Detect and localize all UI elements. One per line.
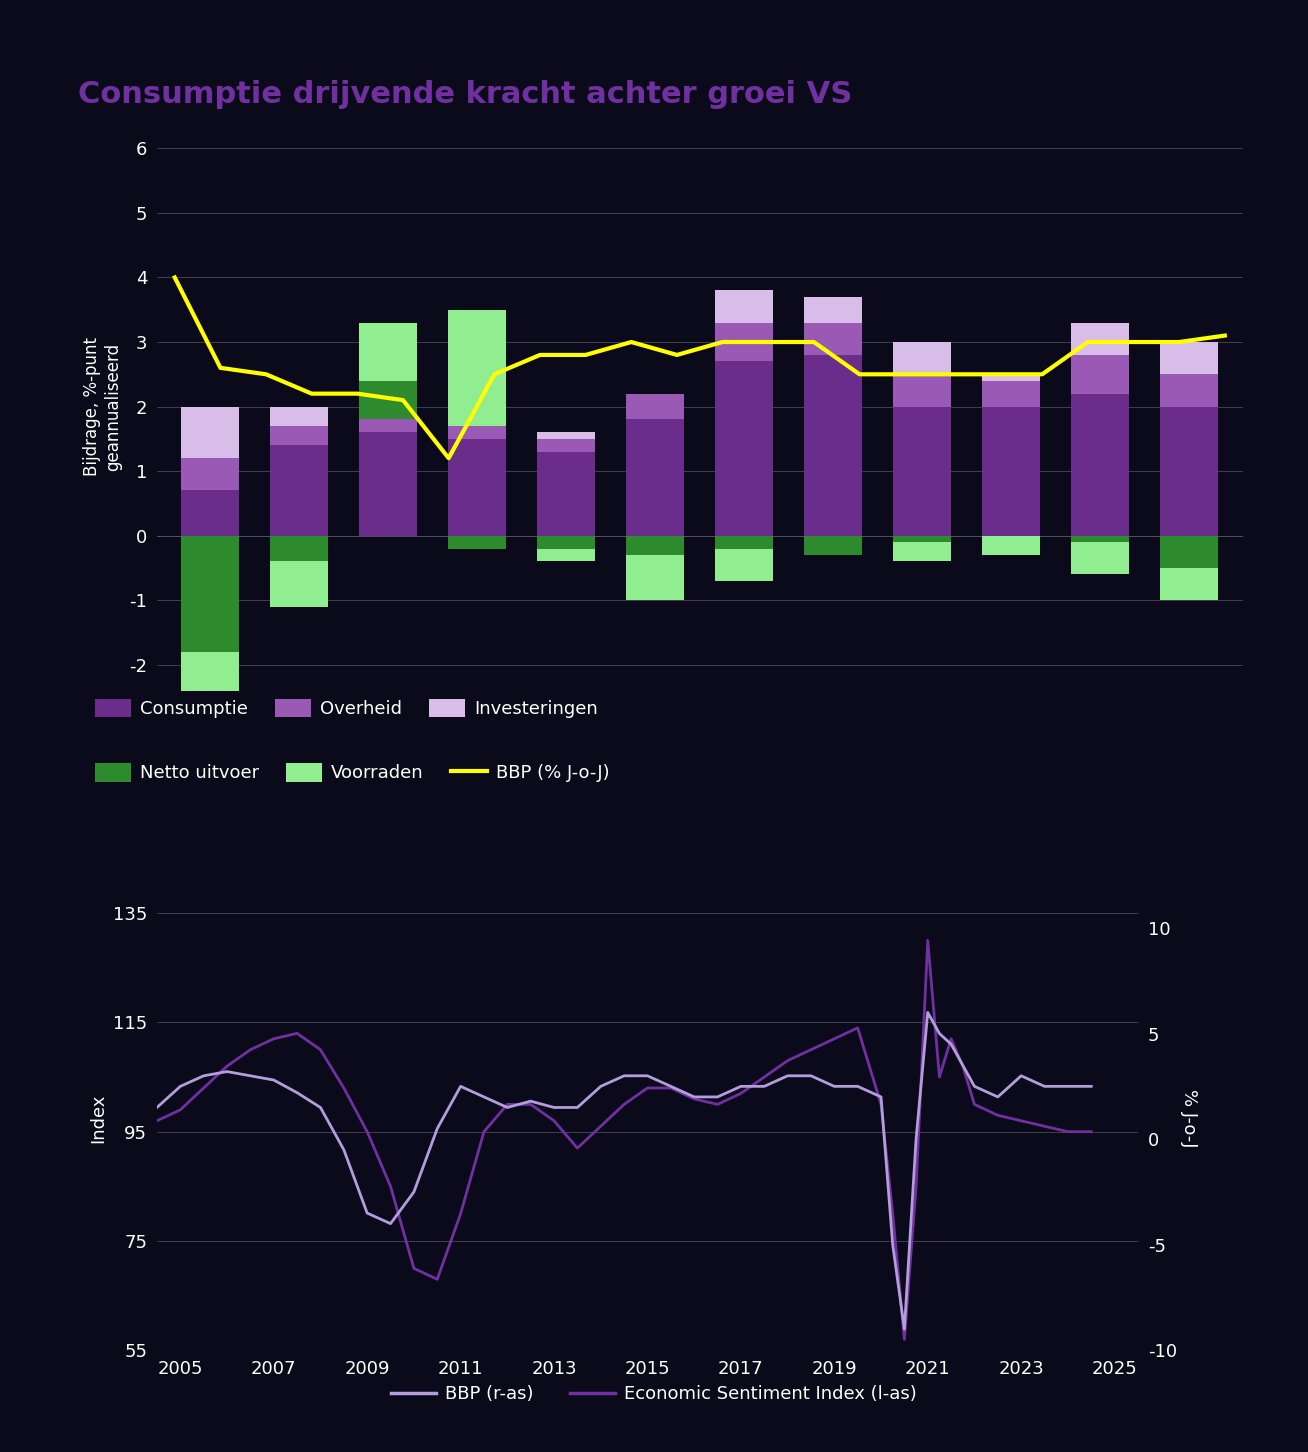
Bar bbox=[893, 536, 951, 542]
Bar bbox=[271, 536, 328, 562]
Bar bbox=[715, 322, 773, 362]
Bar bbox=[271, 446, 328, 536]
Legend: Netto uitvoer, Voorraden, BBP (% J-o-J): Netto uitvoer, Voorraden, BBP (% J-o-J) bbox=[88, 756, 617, 790]
Bar bbox=[893, 407, 951, 536]
Bar bbox=[715, 362, 773, 536]
Bar bbox=[1071, 393, 1129, 536]
Bar bbox=[1160, 568, 1218, 600]
Bar bbox=[1071, 536, 1129, 542]
Bar bbox=[1160, 343, 1218, 375]
Bar bbox=[182, 536, 239, 652]
Text: Consumptie drijvende kracht achter groei VS: Consumptie drijvende kracht achter groei… bbox=[78, 80, 853, 109]
Bar bbox=[538, 452, 595, 536]
Bar bbox=[360, 433, 417, 536]
Bar bbox=[627, 393, 684, 420]
Bar bbox=[271, 407, 328, 425]
Bar bbox=[804, 322, 862, 354]
Bar bbox=[1160, 536, 1218, 568]
Bar bbox=[1071, 542, 1129, 575]
Bar bbox=[182, 491, 239, 536]
Y-axis label: Index: Index bbox=[89, 1093, 107, 1143]
Bar bbox=[538, 439, 595, 452]
Bar bbox=[1071, 354, 1129, 393]
Bar bbox=[271, 562, 328, 607]
Bar bbox=[360, 420, 417, 433]
Bar bbox=[982, 375, 1040, 380]
Bar bbox=[627, 420, 684, 536]
Bar bbox=[715, 549, 773, 581]
Bar bbox=[715, 536, 773, 549]
Bar bbox=[360, 322, 417, 380]
Bar bbox=[182, 459, 239, 491]
Bar bbox=[538, 433, 595, 439]
Y-axis label: Bijdrage, %-punt
geannualiseerd: Bijdrage, %-punt geannualiseerd bbox=[84, 337, 122, 476]
Bar bbox=[893, 542, 951, 562]
Bar bbox=[182, 652, 239, 691]
Bar bbox=[449, 439, 506, 536]
Bar bbox=[627, 555, 684, 600]
Legend: BBP (r-as), Economic Sentiment Index (l-as): BBP (r-as), Economic Sentiment Index (l-… bbox=[385, 1378, 923, 1410]
Bar bbox=[538, 549, 595, 562]
Bar bbox=[182, 407, 239, 459]
Bar bbox=[804, 536, 862, 555]
Bar bbox=[1071, 322, 1129, 354]
Bar bbox=[360, 380, 417, 420]
Bar bbox=[449, 309, 506, 425]
Bar bbox=[982, 407, 1040, 536]
Bar bbox=[893, 375, 951, 407]
Bar bbox=[1160, 375, 1218, 407]
Bar bbox=[982, 536, 1040, 555]
Bar bbox=[1160, 407, 1218, 536]
Bar bbox=[893, 343, 951, 375]
Bar bbox=[271, 425, 328, 446]
Bar bbox=[449, 425, 506, 439]
Bar bbox=[804, 354, 862, 536]
Bar bbox=[449, 536, 506, 549]
Bar bbox=[804, 296, 862, 322]
Bar bbox=[715, 290, 773, 322]
Y-axis label: % J-o-J: % J-o-J bbox=[1180, 1089, 1198, 1147]
Bar bbox=[538, 536, 595, 549]
Bar bbox=[627, 536, 684, 555]
Bar bbox=[982, 380, 1040, 407]
